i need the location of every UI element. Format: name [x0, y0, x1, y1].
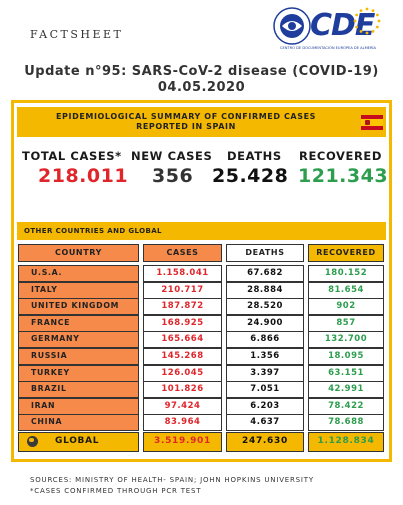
summary-frame: EPIDEMIOLOGICAL SUMMARY OF CONFIRMED CAS…: [11, 100, 392, 462]
table-cell-deaths: 6.203: [226, 397, 304, 415]
col-header-country: COUNTRY: [18, 244, 139, 262]
global-label-cell: GLOBAL: [18, 432, 139, 452]
other-countries-banner-text: OTHER COUNTRIES AND GLOBAL: [24, 227, 162, 235]
table-cell-cases: 1.158.041: [143, 265, 222, 282]
table-cell-recovered: 132.700: [308, 331, 384, 349]
table-cell-deaths: 6.866: [226, 331, 304, 349]
total-cases-label: TOTAL CASES*: [22, 149, 122, 163]
table-cell-country: UNITED KINGDOM: [18, 298, 139, 316]
table-cell-recovered: 78.422: [308, 397, 384, 415]
table-cell-recovered: 42.991: [308, 381, 384, 399]
global-cases: 3.519.901: [143, 432, 222, 452]
cde-logo: CDE CENTRO DE DOCUMENTACIÓN EUROPEA DE A…: [272, 6, 382, 58]
table-cell-recovered: 78.688: [308, 414, 384, 432]
spain-banner: EPIDEMIOLOGICAL SUMMARY OF CONFIRMED CAS…: [17, 107, 386, 137]
update-date: 04.05.2020: [157, 80, 246, 95]
eu-star-ring-icon: [353, 7, 381, 35]
total-cases-value: 218.011: [38, 165, 129, 187]
table-cell-country: RUSSIA: [18, 348, 139, 365]
table-cell-recovered: 63.151: [308, 364, 384, 382]
table-cell-cases: 83.964: [143, 414, 222, 432]
table-cell-deaths: 28.884: [226, 281, 304, 299]
table-cell-country: GERMANY: [18, 331, 139, 349]
table-cell-deaths: 3.397: [226, 364, 304, 382]
footer-sources: SOURCES: MINISTRY OF HEALTH- SPAIN; JOHN…: [30, 475, 314, 497]
table-cell-cases: 168.925: [143, 314, 222, 332]
table-cell-country: U.S.A.: [18, 265, 139, 282]
global-recovered: 1.128.834: [308, 432, 384, 452]
deaths-value: 25.428: [212, 165, 289, 187]
global-deaths: 247.630: [226, 432, 304, 452]
table-cell-recovered: 81.654: [308, 281, 384, 299]
table-cell-deaths: 7.051: [226, 381, 304, 399]
logo-text: CDE: [310, 8, 375, 43]
update-title: Update n°95: SARS-CoV-2 disease (COVID-1…: [24, 64, 379, 79]
col-header-deaths: DEATHS: [226, 244, 304, 262]
eu-stars-icon: [273, 7, 311, 45]
table-cell-country: BRAZIL: [18, 381, 139, 399]
table-cell-recovered: 180.152: [308, 265, 384, 282]
table-cell-cases: 165.664: [143, 331, 222, 349]
global-label: GLOBAL: [55, 436, 100, 446]
table-cell-cases: 101.826: [143, 381, 222, 399]
table-cell-deaths: 28.520: [226, 298, 304, 316]
table-cell-recovered: 857: [308, 314, 384, 332]
spain-banner-text: EPIDEMIOLOGICAL SUMMARY OF CONFIRMED CAS…: [17, 112, 355, 132]
table-cell-country: CHINA: [18, 414, 139, 432]
factsheet-label: FACTSHEET: [30, 28, 124, 41]
table-cell-country: FRANCE: [18, 314, 139, 332]
new-cases-label: NEW CASES: [131, 149, 213, 163]
table-cell-deaths: 67.682: [226, 265, 304, 282]
sources-text: SOURCES: MINISTRY OF HEALTH- SPAIN; JOHN…: [30, 476, 314, 484]
table-cell-cases: 126.045: [143, 364, 222, 382]
deaths-label: DEATHS: [227, 149, 282, 163]
recovered-value: 121.343: [298, 165, 389, 187]
table-cell-country: IRAN: [18, 397, 139, 415]
new-cases-value: 356: [152, 165, 194, 187]
col-header-cases: CASES: [143, 244, 222, 262]
globe-icon: [27, 436, 38, 447]
pcr-note: *CASES CONFIRMED THROUGH PCR TEST: [30, 487, 202, 495]
table-cell-deaths: 24.900: [226, 314, 304, 332]
table-cell-country: TURKEY: [18, 364, 139, 382]
table-cell-recovered: 18.095: [308, 348, 384, 365]
table-cell-country: ITALY: [18, 281, 139, 299]
col-header-recovered: RECOVERED: [308, 244, 384, 262]
table-cell-cases: 145.268: [143, 348, 222, 365]
spain-banner-line1: EPIDEMIOLOGICAL SUMMARY OF CONFIRMED CAS…: [55, 112, 317, 121]
logo-subtitle: CENTRO DE DOCUMENTACIÓN EUROPEA DE ALMER…: [280, 46, 376, 50]
table-cell-cases: 97.424: [143, 397, 222, 415]
recovered-label: RECOVERED: [299, 149, 383, 163]
table-cell-deaths: 1.356: [226, 348, 304, 365]
other-countries-banner: OTHER COUNTRIES AND GLOBAL: [17, 222, 386, 240]
table-cell-cases: 187.872: [143, 298, 222, 316]
spain-flag-icon: [361, 115, 383, 130]
table-cell-cases: 210.717: [143, 281, 222, 299]
table-cell-deaths: 4.637: [226, 414, 304, 432]
spain-banner-line2: REPORTED IN SPAIN: [136, 122, 236, 131]
table-cell-recovered: 902: [308, 298, 384, 316]
